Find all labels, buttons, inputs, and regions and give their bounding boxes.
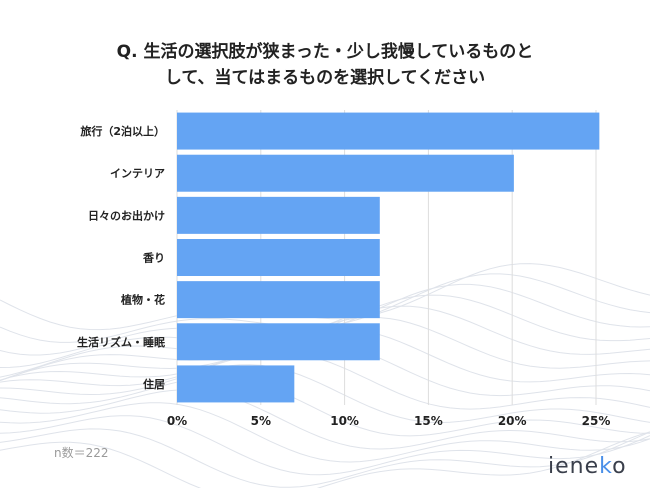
brand-logo: ieneko (548, 454, 627, 479)
category-label: インテリア (110, 167, 165, 180)
sample-size: n数＝222 (54, 446, 109, 460)
wave-line (0, 263, 650, 331)
category-label: 住居 (143, 377, 165, 391)
wave-line (0, 428, 650, 488)
x-tick-label: 20% (498, 414, 527, 428)
bar (177, 196, 380, 234)
logo-text-end: o (612, 454, 627, 479)
bar (177, 365, 295, 403)
category-label: 生活リズム・睡眠 (77, 335, 165, 349)
wave-line (0, 376, 650, 437)
wave-line (0, 364, 650, 424)
wave-line (0, 389, 650, 450)
bar (177, 281, 380, 319)
category-label: 旅行（2泊以上） (80, 124, 165, 138)
x-tick-label: 15% (414, 414, 443, 428)
bar (177, 323, 380, 361)
x-tick-label: 5% (251, 414, 271, 428)
x-tick-label: 0% (167, 414, 187, 428)
logo-text-main: iene (548, 454, 600, 479)
bar (177, 239, 380, 276)
category-label: 香り (142, 251, 165, 265)
x-tick-label: 10% (330, 414, 359, 428)
category-label: 日々のお出かけ (88, 208, 165, 222)
category-label: 植物・花 (120, 293, 165, 307)
bar (177, 112, 600, 150)
chart-title-line-2: して、当てはまるものを選択してください (164, 68, 486, 88)
logo-text-accent: k (599, 454, 613, 479)
x-tick-label: 25% (582, 414, 611, 428)
wave-line (0, 415, 650, 476)
bar (177, 154, 514, 192)
wave-line (0, 351, 650, 410)
wave-line (0, 431, 650, 488)
chart-title-line-1: Q. 生活の選択肢が狭まった・少し我慢しているものと (116, 42, 534, 62)
wave-line (0, 402, 650, 463)
